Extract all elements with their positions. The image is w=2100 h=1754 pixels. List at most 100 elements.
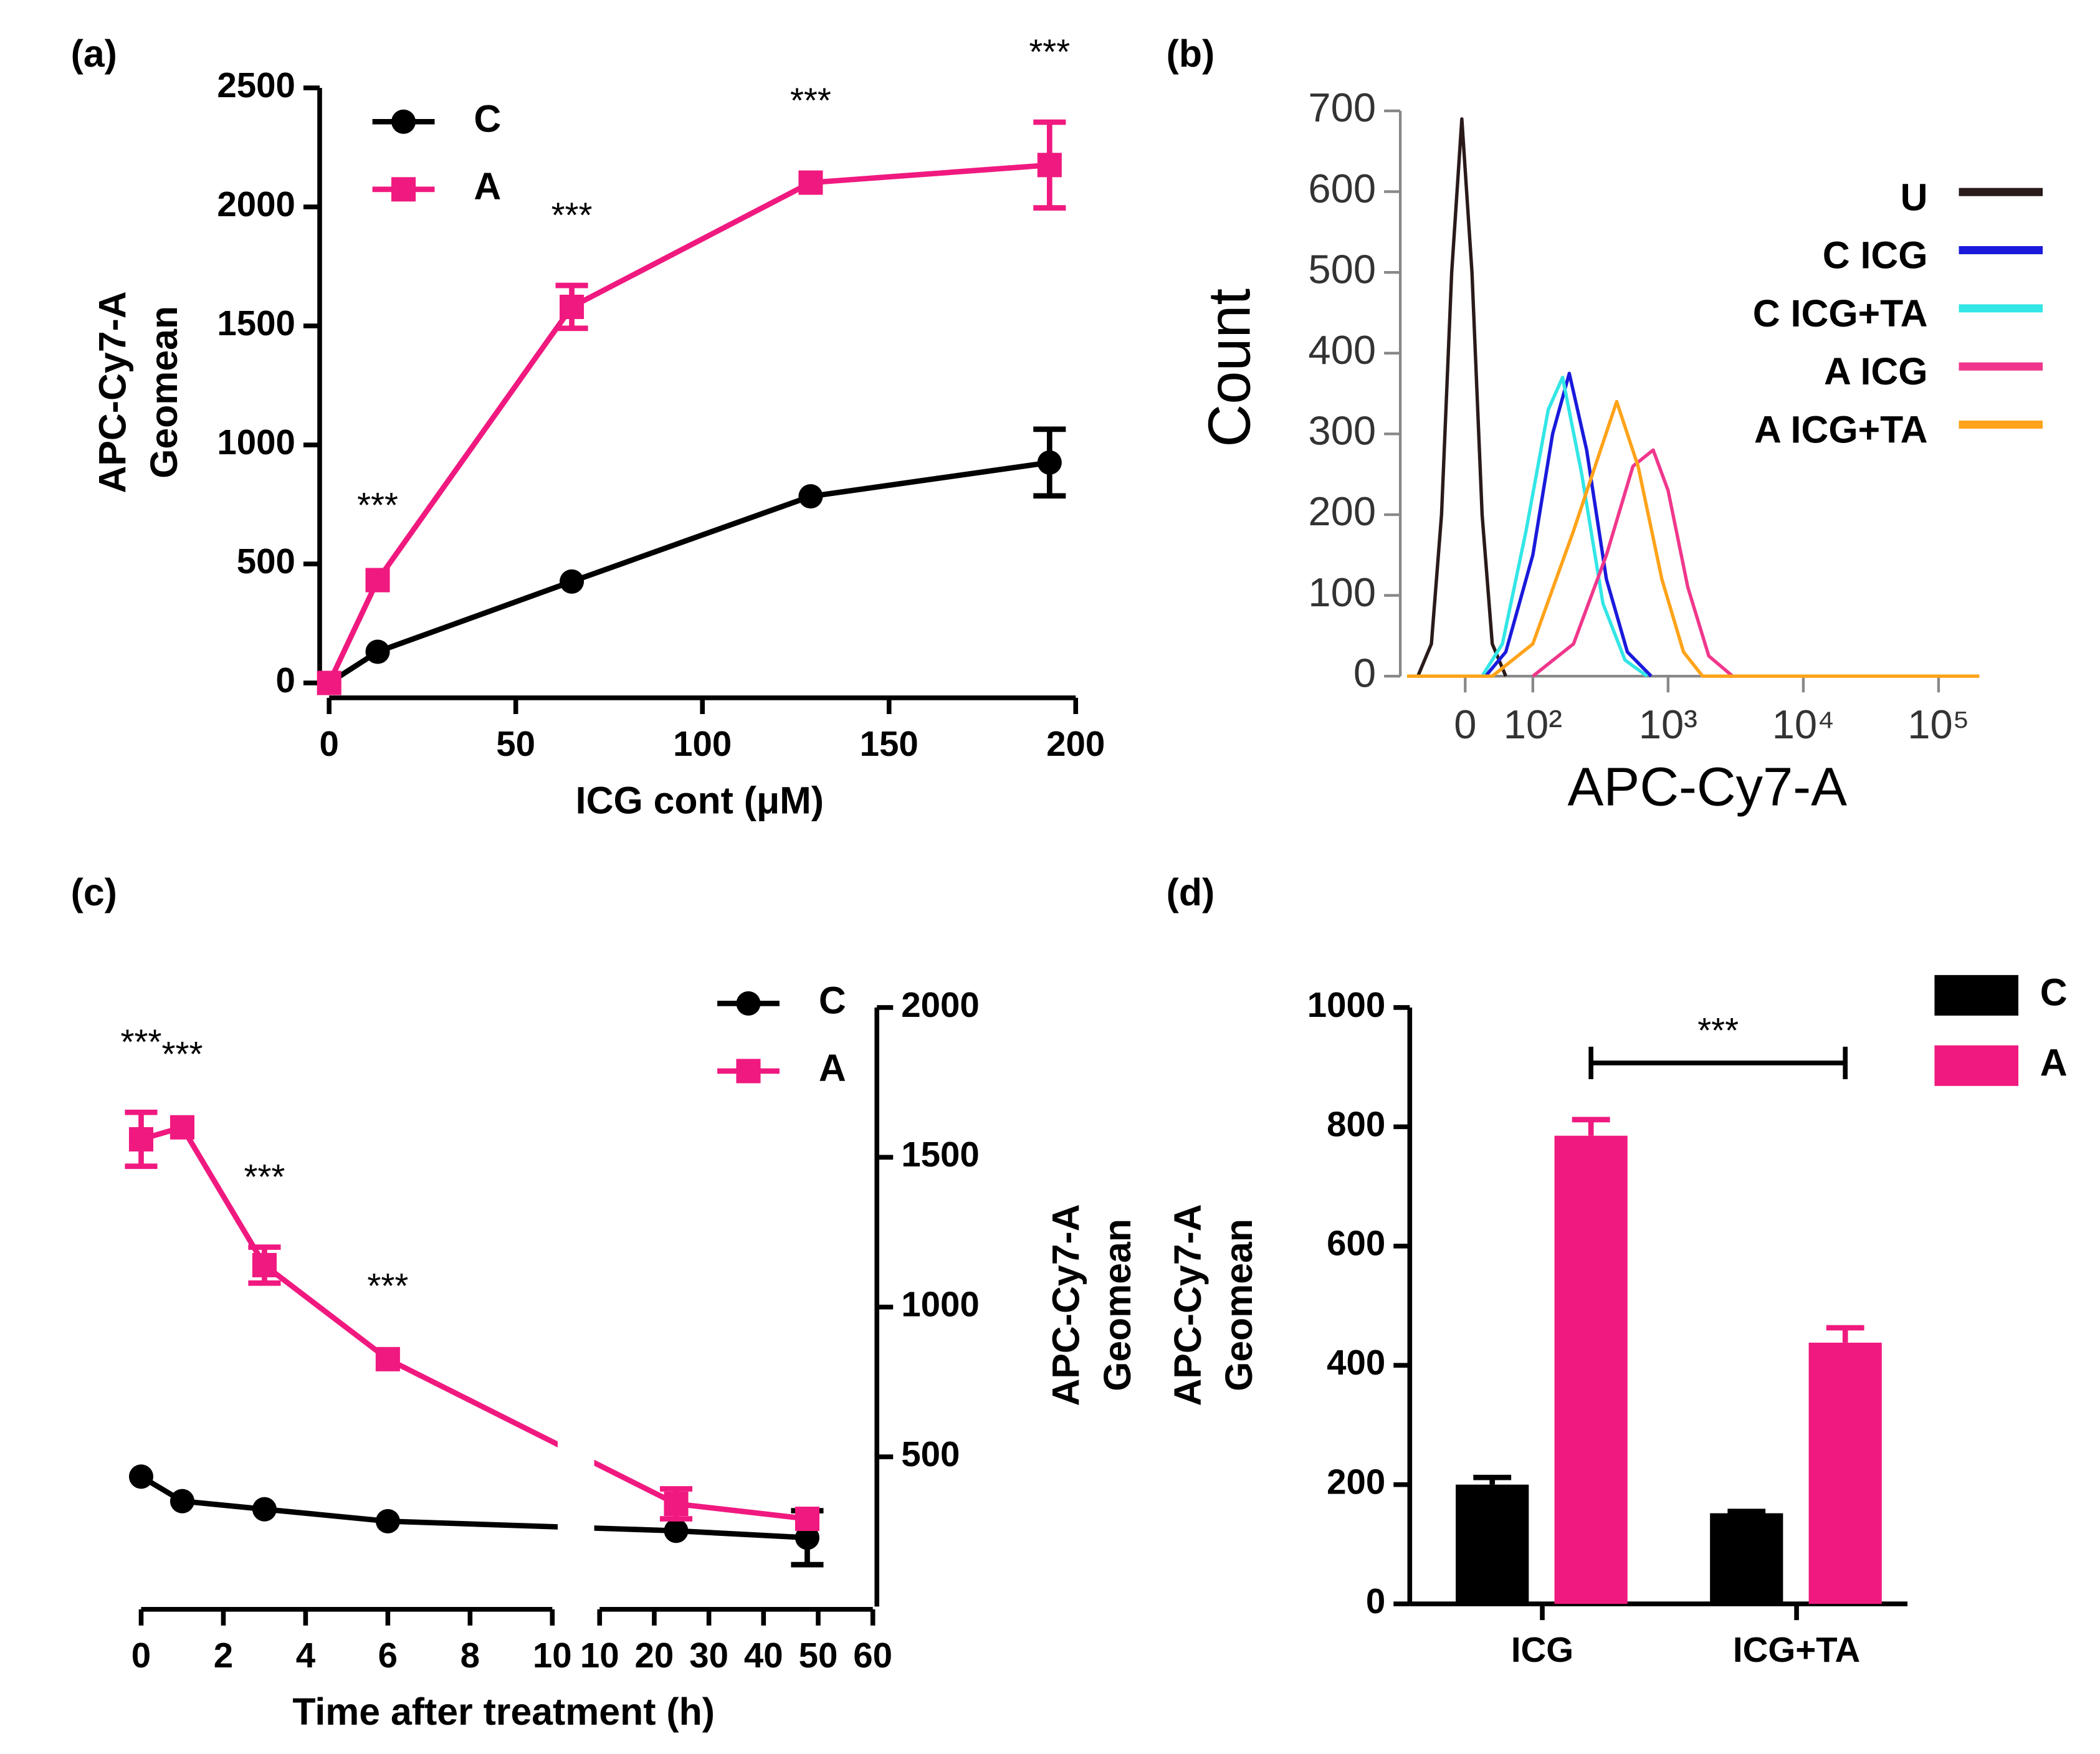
y-tick-label: 500 <box>237 541 295 581</box>
y-tick-label: 300 <box>1308 408 1376 454</box>
y-tick-label: 1000 <box>901 1285 980 1324</box>
y-tick-label: 700 <box>1308 85 1376 130</box>
legend-swatch <box>1934 1045 2019 1086</box>
marker <box>375 1509 400 1533</box>
y-tick-label: 0 <box>276 660 295 700</box>
marker <box>736 1059 761 1084</box>
y-tick-label: 1500 <box>217 303 295 343</box>
significance: *** <box>367 1266 408 1305</box>
bar <box>1710 1513 1783 1604</box>
x-tick-label: 8 <box>461 1636 480 1675</box>
y-axis-label: Geomean <box>1218 1219 1260 1391</box>
significance: *** <box>551 196 593 235</box>
y-tick-label: 600 <box>1308 166 1376 211</box>
x-tick-label: 10 <box>580 1636 619 1675</box>
legend-label: U <box>1901 176 1928 218</box>
y-tick-label: 1500 <box>901 1135 980 1174</box>
marker <box>391 109 416 134</box>
x-tick-label: 0 <box>131 1636 151 1675</box>
y-tick-label: 100 <box>1308 570 1376 615</box>
marker <box>128 1127 154 1152</box>
y-tick-label: 400 <box>1308 327 1376 373</box>
x-tick-label: 150 <box>860 724 919 763</box>
significance: *** <box>162 1034 203 1074</box>
x-tick-label: 4 <box>296 1636 316 1675</box>
legend-swatch <box>1934 975 2019 1016</box>
marker <box>560 294 585 320</box>
x-tick-label: 10³ <box>1639 702 1697 747</box>
y-tick-label: 800 <box>1327 1104 1385 1143</box>
marker <box>664 1518 689 1543</box>
y-tick-label: 400 <box>1327 1343 1385 1382</box>
y-tick-label: 500 <box>901 1434 960 1474</box>
marker <box>736 991 761 1016</box>
x-axis-label: ICG cont (μM) <box>576 779 824 821</box>
marker <box>375 1346 400 1371</box>
y-tick-label: 200 <box>1308 489 1376 534</box>
y-axis-label: Count <box>1196 288 1262 447</box>
y-axis-label: Geomean <box>143 306 185 479</box>
legend-label: A ICG <box>1824 350 1928 393</box>
marker <box>798 170 823 195</box>
x-tick-label: 200 <box>1046 724 1105 763</box>
y-tick-label: 2000 <box>901 985 980 1024</box>
x-tick-label: 0 <box>319 724 338 763</box>
y-tick-label: 200 <box>1327 1462 1385 1502</box>
y-tick-label: 600 <box>1327 1224 1385 1263</box>
histogram-line <box>1532 448 1734 678</box>
marker <box>252 1497 277 1522</box>
y-tick-label: 500 <box>1308 246 1376 292</box>
significance: *** <box>790 80 831 120</box>
significance: *** <box>1029 32 1070 71</box>
x-tick-label: 40 <box>744 1636 783 1675</box>
legend-label: A <box>2040 1041 2068 1084</box>
marker <box>391 177 416 202</box>
y-tick-label: 0 <box>1366 1581 1385 1621</box>
panel-label: (b) <box>1167 32 1215 75</box>
significance: *** <box>1697 1011 1739 1050</box>
x-tick-label: 10 <box>533 1636 572 1675</box>
x-tick-label: 30 <box>689 1636 728 1675</box>
x-tick-label: 10⁴ <box>1772 702 1835 747</box>
y-tick-label: 1000 <box>217 422 295 462</box>
x-tick-label: 50 <box>496 724 535 763</box>
histogram-line <box>1416 117 1507 677</box>
marker <box>798 484 823 509</box>
legend-label: C <box>819 979 846 1021</box>
significance: *** <box>357 485 398 525</box>
legend-label: C ICG+TA <box>1753 292 1928 335</box>
histogram-line <box>1406 399 1980 678</box>
panel-label: (d) <box>1167 871 1215 913</box>
axis-break <box>557 966 594 1596</box>
y-axis-label: APC-Cy7-A <box>91 291 133 493</box>
marker <box>664 1491 689 1517</box>
x-tick-label: 100 <box>673 724 732 763</box>
x-tick-label: 10² <box>1504 702 1562 747</box>
marker <box>560 569 585 594</box>
y-axis-label: APC-Cy7-A <box>1167 1204 1209 1406</box>
marker <box>317 670 341 695</box>
marker <box>1037 153 1062 178</box>
bar <box>1554 1135 1628 1604</box>
histogram-line <box>1484 371 1653 678</box>
x-axis-label: APC-Cy7-A <box>1568 757 1848 817</box>
legend-label: C ICG <box>1823 234 1928 277</box>
marker <box>252 1252 277 1277</box>
marker <box>169 1115 195 1140</box>
y-axis-label: Geomean <box>1096 1219 1138 1391</box>
panel-label: (c) <box>71 871 117 913</box>
x-tick-label: 10⁵ <box>1907 702 1969 747</box>
legend-label: A <box>819 1047 846 1089</box>
marker <box>169 1489 195 1513</box>
x-tick-label: 6 <box>378 1636 398 1675</box>
series-line <box>140 1124 808 1522</box>
y-tick-label: 2000 <box>217 184 295 224</box>
y-tick-label: 0 <box>1353 650 1376 695</box>
y-tick-label: 2500 <box>217 65 295 105</box>
histogram-line <box>1481 375 1648 678</box>
marker <box>365 639 390 664</box>
y-tick-label: 1000 <box>1307 985 1386 1024</box>
bar <box>1808 1342 1882 1604</box>
legend-label: C <box>2040 971 2068 1013</box>
